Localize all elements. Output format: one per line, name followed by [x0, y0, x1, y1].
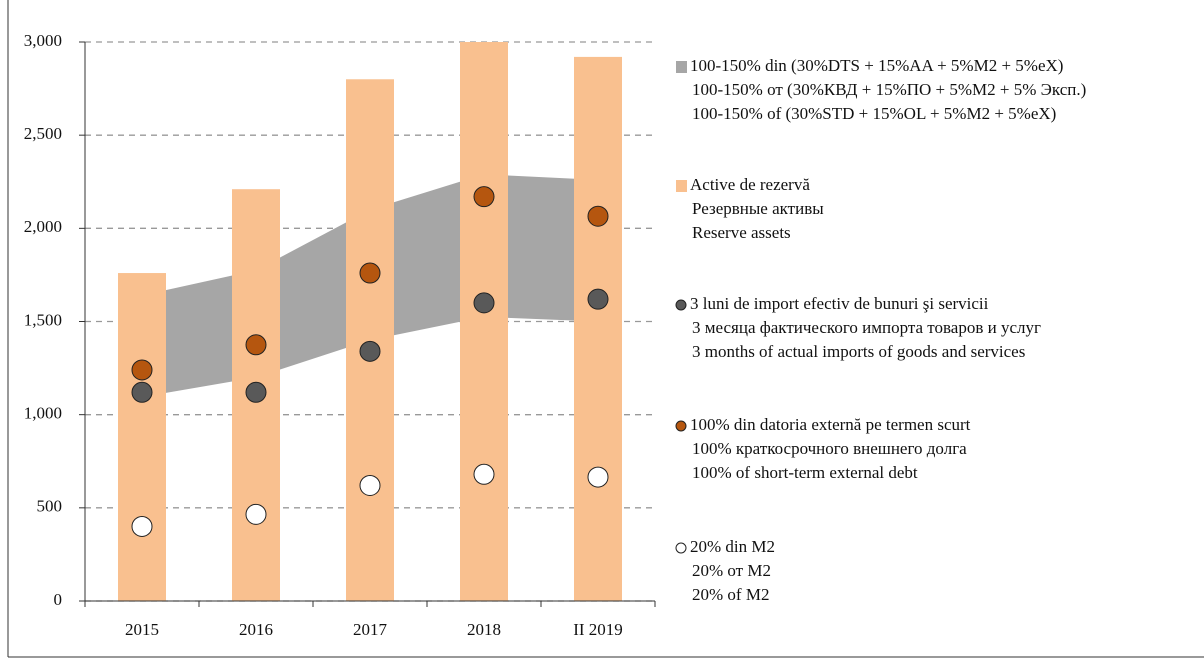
legend-label: 100% of short-term external debt	[692, 463, 918, 482]
legend-label: 20% of M2	[692, 585, 769, 604]
y-tick-label: 500	[37, 497, 63, 516]
x-tick-label: 2017	[353, 620, 388, 639]
dot	[245, 503, 267, 525]
y-tick-label: 2,000	[24, 217, 62, 236]
dot	[473, 186, 495, 208]
dot	[473, 292, 495, 314]
dot	[473, 463, 495, 485]
dot	[587, 466, 609, 488]
x-tick-label: 2015	[125, 620, 159, 639]
legend-label: Reserve assets	[692, 223, 791, 242]
dot	[359, 262, 381, 284]
legend-label: Active de rezervă	[690, 175, 810, 194]
y-tick-label: 0	[54, 590, 63, 609]
dot	[245, 381, 267, 403]
legend-label: 20% от M2	[692, 561, 771, 580]
legend-label: 3 months of actual imports of goods and …	[692, 342, 1025, 361]
y-tick-label: 1,500	[24, 310, 62, 329]
y-tick-label: 3,000	[24, 31, 62, 50]
dot	[587, 288, 609, 310]
bar	[574, 56, 622, 601]
legend-marker	[676, 180, 687, 192]
legend-label: 3 месяца фактического импорта товаров и …	[692, 318, 1041, 337]
legend-label: 100% краткосрочного внешнего долга	[692, 439, 967, 458]
dot	[131, 381, 153, 403]
legend-label: 100-150% din (30%DTS + 15%AA + 5%M2 + 5%…	[690, 56, 1063, 75]
x-tick-label: 2018	[467, 620, 501, 639]
bar	[346, 79, 394, 602]
bar	[118, 273, 166, 601]
y-tick-label: 2,500	[24, 124, 62, 143]
legend-label: 100-150% of (30%STD + 15%OL + 5%M2 + 5%e…	[692, 104, 1056, 123]
legend-label: 3 luni de import efectiv de bunuri şi se…	[690, 294, 989, 313]
bar	[460, 42, 508, 601]
legend-label: 100-150% от (30%КВД + 15%ПО + 5%M2 + 5% …	[692, 80, 1086, 99]
legend-marker	[676, 61, 687, 73]
x-tick-label: 2016	[239, 620, 273, 639]
dot	[359, 474, 381, 496]
x-tick-label: II 2019	[573, 620, 623, 639]
legend-marker	[675, 299, 687, 311]
y-tick-label: 1,000	[24, 404, 62, 423]
legend-marker	[675, 420, 687, 432]
legend-label: Резервные активы	[692, 199, 824, 218]
legend-marker	[675, 542, 687, 554]
dot	[587, 205, 609, 227]
dot	[131, 359, 153, 381]
dot	[131, 515, 153, 537]
legend-label: 20% din M2	[690, 537, 775, 556]
dot	[245, 334, 267, 356]
dot	[359, 340, 381, 362]
legend-label: 100% din datoria externă pe termen scurt	[690, 415, 971, 434]
